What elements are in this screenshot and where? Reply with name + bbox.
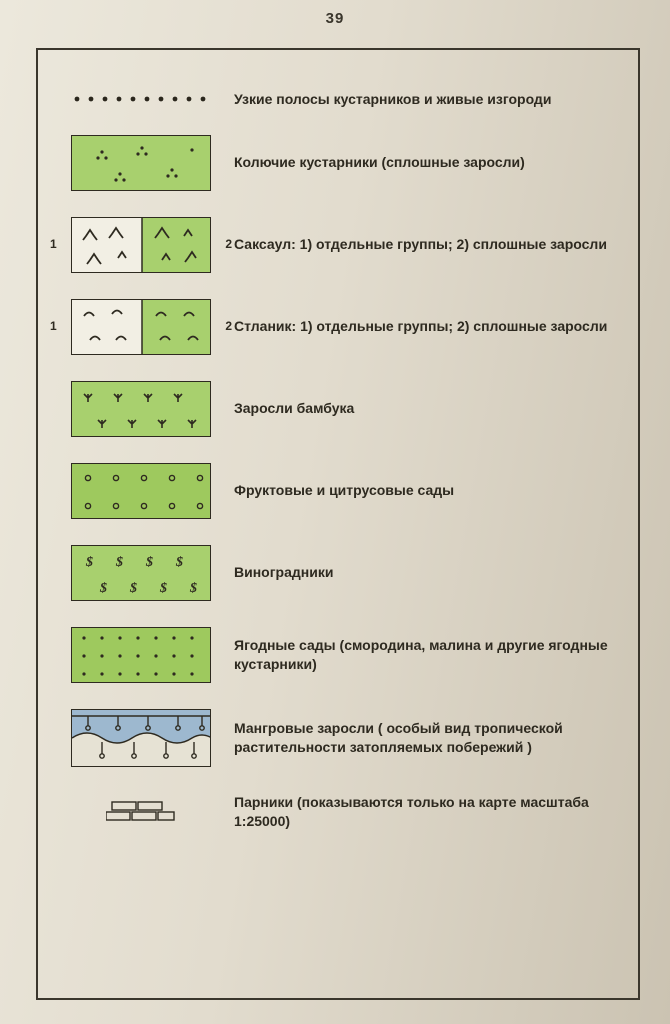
legend-label: Саксаул: 1) отдельные группы; 2) сплошны… xyxy=(220,235,620,254)
page-number: 39 xyxy=(0,10,670,27)
symbol-dotted-line xyxy=(62,94,220,104)
legend-label: Узкие полосы кустарников и живые изгород… xyxy=(220,90,620,109)
symbol-mangroves xyxy=(62,709,220,767)
legend-row-saxaul: 1 2 xyxy=(62,217,620,273)
svg-text:$: $ xyxy=(145,555,153,570)
svg-text:$: $ xyxy=(175,555,183,570)
svg-text:$: $ xyxy=(129,581,137,596)
split-label-2: 2 xyxy=(225,237,232,251)
symbol-berry xyxy=(62,627,220,683)
split-label-1: 1 xyxy=(50,319,57,333)
legend-label: Фруктовые и цитрусовые сады xyxy=(220,481,620,500)
svg-text:$: $ xyxy=(85,555,93,570)
legend-row-bamboo: Заросли бамбука xyxy=(62,381,620,437)
symbol-saxaul: 1 2 xyxy=(62,217,220,273)
legend-row-stlanik: 1 2 xyxy=(62,299,620,355)
svg-text:$: $ xyxy=(115,555,123,570)
symbol-orchards xyxy=(62,463,220,519)
legend-row-vineyards: $ $ $ $ $ $ $ $ Виноградники xyxy=(62,545,620,601)
legend-row-greenhouses: Парники (показываются только на карте ма… xyxy=(62,793,620,831)
scanned-page: 39 Узкие полосы кустарников и живые изго… xyxy=(0,0,670,1024)
symbol-stlanik: 1 2 xyxy=(62,299,220,355)
legend-label: Парники (показываются только на карте ма… xyxy=(220,793,620,831)
split-label-2: 2 xyxy=(225,319,232,333)
legend-row-thorny: Колючие кустарники (сплошные заросли) xyxy=(62,135,620,191)
svg-text:$: $ xyxy=(99,581,107,596)
legend-row-orchards: Фруктовые и цитрусовые сады xyxy=(62,463,620,519)
legend-row-mangroves: Мангровые заросли ( особый вид тропическ… xyxy=(62,709,620,767)
symbol-bamboo xyxy=(62,381,220,437)
legend-label: Виноградники xyxy=(220,563,620,582)
svg-text:$: $ xyxy=(189,581,197,596)
legend-row-berry: Ягодные сады (смородина, малина и другие… xyxy=(62,627,620,683)
legend-label: Колючие кустарники (сплошные заросли) xyxy=(220,153,620,172)
legend-label: Заросли бамбука xyxy=(220,399,620,418)
symbol-greenhouses xyxy=(62,800,220,824)
legend-label: Мангровые заросли ( особый вид тропическ… xyxy=(220,719,620,757)
legend-frame: Узкие полосы кустарников и живые изгород… xyxy=(36,48,640,1000)
legend-row-narrow-shrubs: Узкие полосы кустарников и живые изгород… xyxy=(62,90,620,109)
split-label-1: 1 xyxy=(50,237,57,251)
legend-label: Стланик: 1) отдельные группы; 2) сплошны… xyxy=(220,317,620,336)
svg-text:$: $ xyxy=(159,581,167,596)
symbol-vineyards: $ $ $ $ $ $ $ $ xyxy=(62,545,220,601)
legend-label: Ягодные сады (смородина, малина и другие… xyxy=(220,636,620,674)
symbol-thorny xyxy=(62,135,220,191)
